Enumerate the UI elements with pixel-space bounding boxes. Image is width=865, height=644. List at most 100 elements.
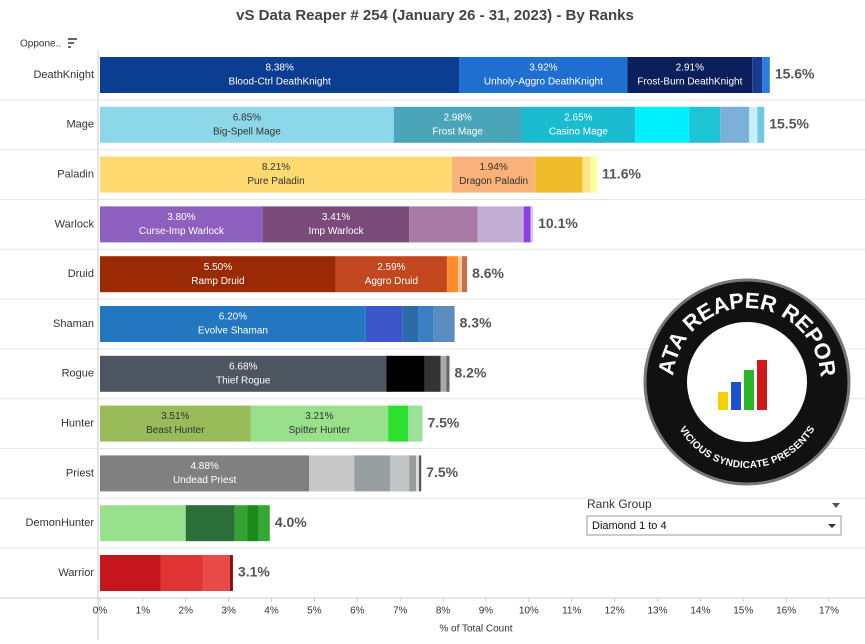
bar-segment [234, 505, 248, 542]
sort-glyph[interactable] [68, 38, 77, 48]
bar-segment [250, 405, 389, 442]
segment-name: Imp Warlock [308, 226, 364, 237]
bar-segment [402, 306, 419, 342]
chart-title: vS Data Reaper # 254 (January 26 - 31, 2… [236, 7, 634, 24]
bar-segment [100, 206, 263, 243]
dropdown-arrow[interactable] [828, 524, 836, 528]
bar-segment [418, 306, 434, 342]
y-tick-label: Warlock [55, 218, 95, 230]
x-tick-label: 9% [479, 606, 494, 617]
bar-segment [100, 106, 394, 143]
bar-segment [446, 256, 459, 293]
bar-segment [440, 355, 447, 392]
bar-segment [202, 555, 230, 591]
x-tick-label: 2% [179, 606, 194, 617]
segment-name: Ramp Druid [191, 276, 244, 287]
x-tick-label: 3% [221, 606, 236, 617]
x-tick-label: 4% [264, 606, 279, 617]
data-label: 2.91% [676, 63, 704, 74]
x-tick-label: 1% [136, 606, 151, 617]
data-label: 6.68% [229, 361, 257, 372]
x-tick-label: 7% [393, 606, 408, 617]
data-label: 2.98% [443, 112, 471, 123]
bar-segment [416, 455, 420, 492]
total-label: 8.3% [460, 315, 492, 331]
bar-segment [100, 405, 251, 442]
x-tick-label: 8% [436, 606, 451, 617]
segment-name: Evolve Shaman [198, 326, 268, 337]
y-tick-label: Hunter [61, 418, 94, 430]
data-label: 1.94% [479, 162, 507, 173]
x-tick-label: 12% [605, 606, 625, 617]
segment-name: Blood-Ctrl DeathKnight [229, 77, 331, 88]
y-tick-label: DemonHunter [26, 517, 95, 529]
filter-dropdown[interactable] [586, 515, 842, 536]
bar-segment [424, 355, 441, 392]
x-tick-label: 10% [519, 606, 539, 617]
bar-segment [365, 306, 403, 342]
total-label: 15.5% [769, 116, 809, 132]
bar-segment [523, 206, 531, 243]
segment-name: Big-Spell Mage [213, 126, 281, 137]
filter-value[interactable]: Diamond 1 to 4 [592, 520, 667, 532]
x-tick-label: 0% [93, 606, 108, 617]
segment-name: Frost Mage [432, 126, 483, 137]
data-label: 4.88% [190, 461, 218, 472]
row-header[interactable]: Oppone.. [20, 39, 61, 50]
bar-segment [459, 57, 628, 93]
data-label: 8.21% [262, 162, 290, 173]
bar-segment [530, 206, 534, 243]
bar-segment [408, 405, 423, 442]
x-tick-label: 17% [819, 606, 839, 617]
bar-segment [390, 455, 410, 492]
data-label: 2.59% [377, 262, 405, 273]
bar-segment [100, 505, 186, 542]
bar-segment [762, 57, 770, 93]
bar-segment [452, 156, 536, 193]
total-label: 8.6% [472, 265, 504, 281]
x-tick-label: 16% [776, 606, 796, 617]
total-label: 3.1% [238, 564, 270, 580]
y-tick-label: Druid [68, 268, 94, 280]
data-label: 3.21% [305, 411, 333, 422]
bar-segment [393, 106, 522, 143]
bar-segment [409, 206, 478, 243]
bar-segment [247, 505, 259, 542]
bar-segment [582, 156, 591, 193]
segment-name: Aggro Druid [365, 276, 418, 287]
total-label: 11.6% [602, 165, 641, 181]
bar-segment [419, 455, 422, 492]
segment-name: Undead Priest [173, 475, 237, 486]
data-label: 3.41% [322, 212, 350, 223]
bar-segment [388, 405, 409, 442]
bar-segment [386, 355, 425, 392]
bar-segment [752, 57, 763, 93]
logo-bar [744, 370, 754, 410]
logo-bar [757, 360, 767, 410]
bar-segment [477, 206, 524, 243]
x-tick-label: 6% [350, 606, 365, 617]
bar-segment [521, 106, 636, 143]
data-label: 3.80% [167, 212, 195, 223]
x-tick-label: 14% [690, 606, 710, 617]
logo-bar [718, 392, 728, 410]
data-label: 8.38% [265, 63, 293, 74]
y-tick-label: DeathKnight [33, 69, 94, 81]
bar-segment [354, 455, 391, 492]
sort-icon[interactable] [68, 38, 77, 48]
filter-menu[interactable] [832, 503, 840, 508]
bar-segment [309, 455, 355, 492]
bar-segment [100, 306, 366, 342]
data-label: 2.65% [564, 112, 592, 123]
total-label: 10.1% [538, 215, 578, 231]
bar-segment [757, 106, 765, 143]
total-label: 8.2% [454, 365, 486, 381]
y-tick-label: Shaman [53, 318, 94, 330]
bar-segment [100, 355, 387, 392]
total-label: 15.6% [775, 66, 815, 82]
segment-name: Casino Mage [549, 126, 608, 137]
x-tick-label: 15% [733, 606, 753, 617]
x-tick-label: 13% [647, 606, 667, 617]
bar-segment [258, 505, 270, 542]
